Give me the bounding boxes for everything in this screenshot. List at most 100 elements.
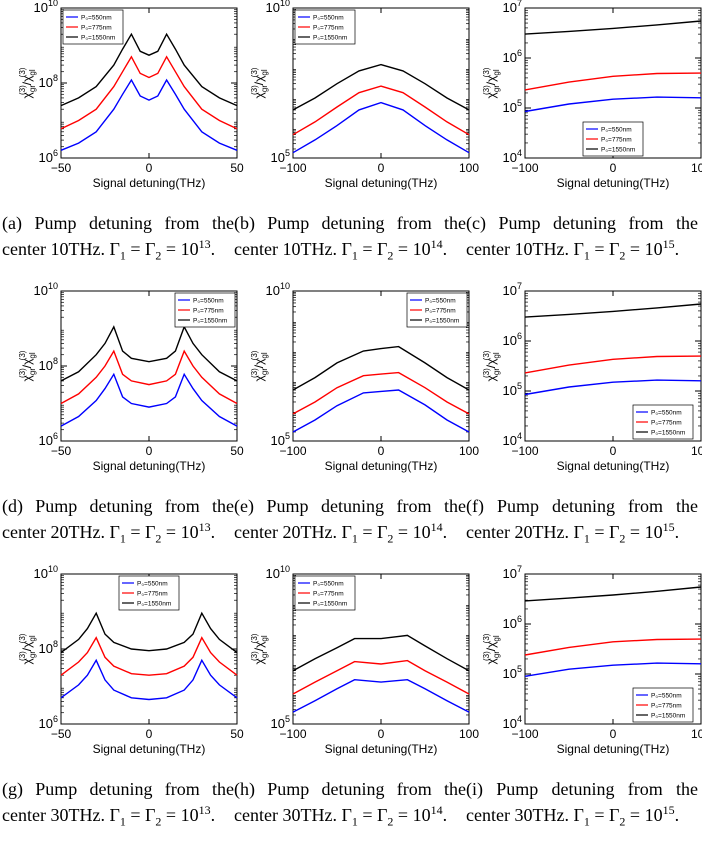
y-tick-label: 107 <box>503 564 522 581</box>
x-tick-label: 0 <box>146 727 153 741</box>
x-tick-label: −100 <box>279 727 306 741</box>
legend-label: P₀=1550nm <box>651 430 685 437</box>
legend-label: P₀=1550nm <box>425 318 459 325</box>
caption-gamma: Γ1 = Γ2 = 1015. <box>573 520 680 546</box>
caption-d: (d) Pump detuning from the center 20THz.… <box>2 496 234 550</box>
x-tick-label: 0 <box>146 444 153 458</box>
panel-i: 104 105 106 107 −100 0 100 Signal detuning(THz)… <box>466 564 702 846</box>
legend-label: P₀=775nm <box>137 591 168 598</box>
legend-label: P₀=550nm <box>313 15 344 22</box>
x-axis-label: Signal detuning(THz) <box>325 742 438 756</box>
y-axis-label: χgr(3)/χgl(3) <box>18 350 37 381</box>
y-tick-label: 108 <box>39 73 58 90</box>
panel-d: 106 108 1010 −50 0 50 Signal detuning(THz) χgr(… <box>2 281 247 563</box>
y-tick-label: 106 <box>503 48 522 65</box>
x-axis-label: Signal detuning(THz) <box>325 176 438 190</box>
chart-h: 105 1010 −100 0 100 Signal detuning(THz) χgr(3… <box>250 564 479 756</box>
x-tick-label: 50 <box>230 444 244 458</box>
y-axis-label: χgr(3)/χgl(3) <box>250 350 269 381</box>
caption-f: (f) Pump detuning from the center 20THz.… <box>466 496 698 550</box>
x-tick-label: 50 <box>230 727 244 741</box>
x-tick-label: −50 <box>51 727 72 741</box>
caption-gamma: Γ1 = Γ2 = 1013. <box>109 803 216 829</box>
legend-label: P₀=1550nm <box>81 35 115 42</box>
series-line-1550nm <box>292 63 470 111</box>
x-tick-label: −100 <box>279 161 306 175</box>
y-axis-label: χgr(3)/χgl(3) <box>18 67 37 98</box>
legend-label: P₀=775nm <box>425 308 456 315</box>
series-line-1550nm <box>524 586 702 602</box>
y-tick-label: 1010 <box>266 281 290 298</box>
y-tick-label: 107 <box>503 281 522 298</box>
caption-i: (i) Pump detuning from the center 30THz.… <box>466 779 698 833</box>
x-tick-label: −50 <box>51 444 72 458</box>
x-axis-label: Signal detuning(THz) <box>557 459 670 473</box>
caption-a: (a) Pump detuning from the center 10THz.… <box>2 213 234 267</box>
panel-h: 105 1010 −100 0 100 Signal detuning(THz) χgr(3… <box>234 564 479 846</box>
caption-gamma: Γ1 = Γ2 = 1015. <box>573 803 680 829</box>
x-axis-label: Signal detuning(THz) <box>93 176 206 190</box>
x-tick-label: 0 <box>378 727 385 741</box>
legend-label: P₀=550nm <box>601 127 632 134</box>
legend-label: P₀=1550nm <box>601 147 635 154</box>
y-tick-label: 1010 <box>34 281 58 298</box>
x-axis-label: Signal detuning(THz) <box>325 459 438 473</box>
legend-label: P₀=1550nm <box>137 601 171 608</box>
legend-label: P₀=550nm <box>313 581 344 588</box>
series-line-550nm <box>292 101 470 154</box>
legend-label: P₀=1550nm <box>651 713 685 720</box>
x-axis-label: Signal detuning(THz) <box>93 742 206 756</box>
series-line-775nm <box>292 85 470 136</box>
x-tick-label: 100 <box>691 161 702 175</box>
series-line-775nm <box>60 349 238 405</box>
series-line-550nm <box>60 372 238 427</box>
y-tick-label: 1010 <box>266 0 290 15</box>
caption-text: (e) Pump detuning from the center 20THz. <box>234 496 466 542</box>
series-line-550nm <box>60 658 238 701</box>
legend-label: P₀=550nm <box>137 581 168 588</box>
x-tick-label: 100 <box>459 161 479 175</box>
chart-c: 104 105 106 107 −100 0 100 Signal detuning(THz)… <box>482 0 702 190</box>
panel-a: 106 108 1010 −50 0 50 Signal detuning(THz) χgr(… <box>2 0 247 280</box>
series-line-1550nm <box>60 32 238 107</box>
caption-text: (g) Pump detuning from the center 30THz. <box>2 779 234 825</box>
y-tick-label: 106 <box>503 614 522 631</box>
legend-label: P₀=1550nm <box>313 601 347 608</box>
legend-label: P₀=550nm <box>651 410 682 417</box>
caption-g: (g) Pump detuning from the center 30THz.… <box>2 779 234 833</box>
caption-text: (i) Pump detuning from the center 30THz. <box>466 779 698 825</box>
y-axis-label: χgr(3)/χgl(3) <box>18 633 37 664</box>
x-tick-label: 100 <box>691 444 702 458</box>
series-line-550nm <box>292 678 470 713</box>
series-line-775nm <box>292 659 470 695</box>
y-tick-label: 106 <box>503 331 522 348</box>
y-tick-label: 1010 <box>266 564 290 581</box>
legend-label: P₀=775nm <box>601 137 632 144</box>
y-tick-label: 105 <box>503 98 522 115</box>
legend-label: P₀=550nm <box>651 693 682 700</box>
caption-gamma: Γ1 = Γ2 = 1015. <box>573 237 680 263</box>
y-tick-label: 105 <box>271 431 290 448</box>
legend-label: P₀=775nm <box>193 308 224 315</box>
y-tick-label: 106 <box>39 431 58 448</box>
series-line-1550nm <box>292 345 470 391</box>
x-axis-label: Signal detuning(THz) <box>93 459 206 473</box>
caption-text: (c) Pump detuning from the center 10THz. <box>466 213 698 259</box>
legend-label: P₀=775nm <box>313 25 344 32</box>
legend-label: P₀=775nm <box>81 25 112 32</box>
y-axis-label: χgr(3)/χgl(3) <box>482 67 501 98</box>
x-tick-label: 0 <box>610 161 617 175</box>
y-tick-label: 106 <box>39 714 58 731</box>
x-tick-label: 100 <box>459 444 479 458</box>
y-tick-label: 105 <box>503 664 522 681</box>
series-line-550nm <box>60 78 238 151</box>
y-tick-label: 108 <box>39 639 58 656</box>
legend-label: P₀=775nm <box>651 703 682 710</box>
series-line-775nm <box>524 72 702 91</box>
x-tick-label: 0 <box>610 444 617 458</box>
caption-c: (c) Pump detuning from the center 10THz.… <box>466 213 698 267</box>
y-tick-label: 105 <box>271 148 290 165</box>
x-axis-label: Signal detuning(THz) <box>557 176 670 190</box>
panel-f: 104 105 106 107 −100 0 100 Signal detuning(THz)… <box>466 281 702 563</box>
chart-g: 106 108 1010 −50 0 50 Signal detuning(THz) χgr(… <box>18 564 244 756</box>
